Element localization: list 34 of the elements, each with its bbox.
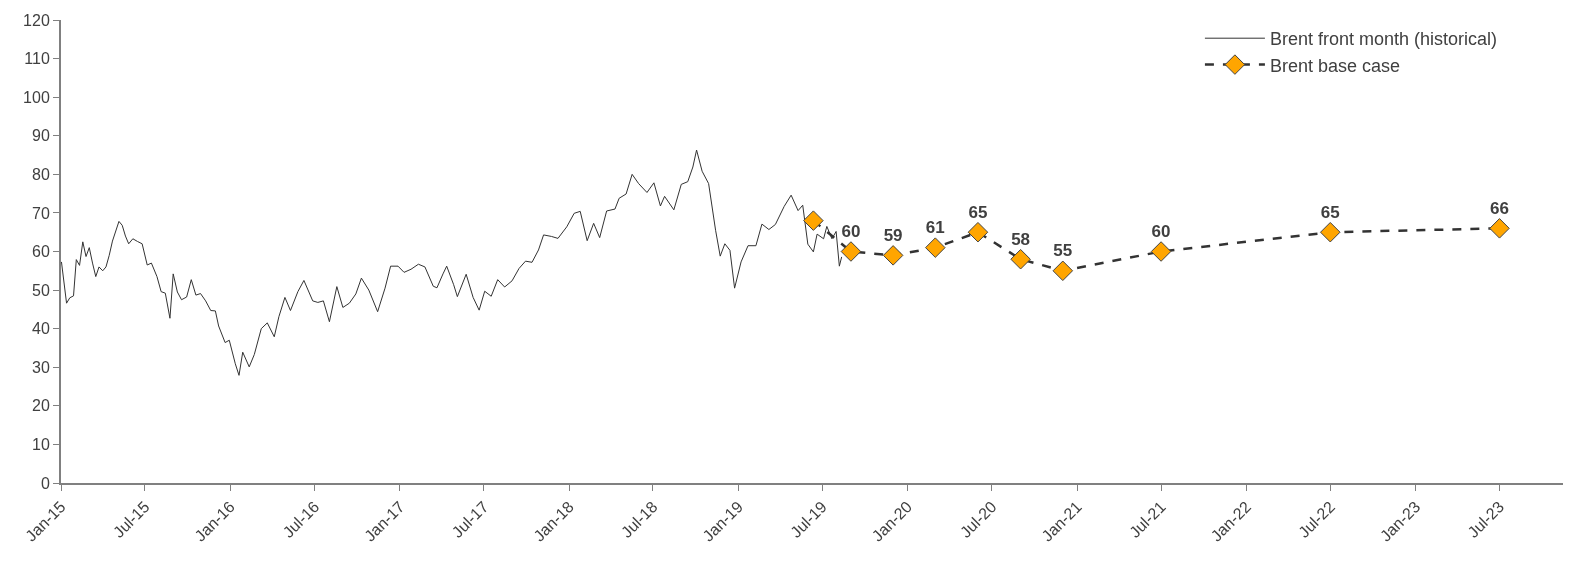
y-tick-label: 40 (32, 320, 50, 338)
point (1489, 218, 1510, 239)
y-tick-label: 0 (40, 474, 50, 492)
y-tick-label: 90 (32, 127, 50, 145)
data-label: 66 (1490, 198, 1509, 218)
y-tick-label: 120 (23, 11, 50, 29)
data-label: 58 (1011, 229, 1031, 249)
data-label: 60 (841, 221, 861, 241)
point (840, 241, 862, 262)
y-tick-label: 60 (32, 243, 50, 261)
point (925, 237, 946, 258)
point (967, 221, 989, 243)
y-tick-label: 100 (23, 88, 50, 106)
point (803, 210, 824, 231)
y-tick-label: 70 (32, 204, 50, 222)
point (1150, 241, 1172, 262)
point (1010, 248, 1031, 270)
y-tick-label: 50 (32, 281, 50, 299)
data-label: 61 (925, 218, 945, 238)
data-label: 59 (883, 225, 903, 245)
y-tick-label: 80 (32, 165, 50, 183)
legend-label: Brent front month (historical) (1269, 29, 1498, 50)
point (882, 245, 904, 266)
y-tick-label: 30 (32, 358, 50, 376)
legend-label: Brent base case (1269, 55, 1400, 76)
data-label: 60 (1151, 221, 1171, 241)
y-tick-label: 20 (32, 397, 50, 415)
y-tick-label: 10 (32, 436, 50, 454)
point (1052, 260, 1074, 282)
point (1320, 221, 1341, 243)
data-label: 65 (1320, 202, 1340, 222)
y-tick-label: 110 (24, 50, 50, 68)
data-label: 55 (1053, 241, 1073, 261)
data-label: 65 (968, 202, 988, 222)
